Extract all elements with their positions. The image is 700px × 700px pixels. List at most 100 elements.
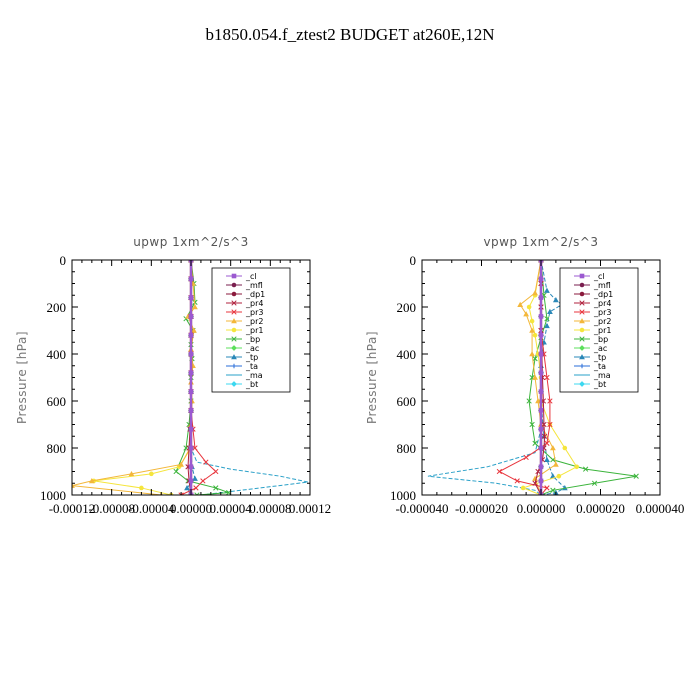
data-point-cl [188,445,194,451]
data-point-pr2 [517,301,524,307]
x-tick-label: -0.00008 [88,501,135,516]
data-point-bp [550,487,556,493]
y-tick-label: 200 [397,300,417,315]
data-point-pr1 [520,485,526,491]
data-point-pr1 [556,473,562,479]
data-point-tp [547,308,553,314]
data-point-cl [188,332,194,338]
legend-label-pr4: _pr4 [593,299,611,308]
panel-title: upwp 1xm^2/s^3 [133,235,249,249]
data-point-pr3 [496,468,503,475]
data-point-bp [532,356,538,362]
main-title: b1850.054.f_ztest2 BUDGET at260E,12N [205,25,494,44]
x-tick-label: 0.000000 [517,501,566,516]
data-point-pr2 [523,311,530,317]
legend-marker-pr4 [231,300,237,306]
y-tick-label: 0 [60,253,67,268]
legend-label-pr2: _pr2 [593,317,611,326]
data-point-cl [538,408,544,413]
data-point-pr3 [200,478,206,484]
data-point-pr1 [532,332,538,338]
x-tick-label: 0.000040 [636,501,685,516]
data-point-tp [192,475,198,481]
series-line-pr2 [519,260,557,495]
data-point-cl [188,389,194,394]
legend: _cl_mfl_dp1_pr4_pr3_pr2_pr1_bp_ac_tp_ta_… [559,267,639,393]
data-point-bp [532,440,538,446]
legend-marker-tp [579,354,585,360]
x-tick-label: 0.00000 [170,501,212,516]
y-tick-label: 1000 [390,488,416,503]
data-point-bp [544,316,550,322]
y-tick-label: 600 [397,394,417,409]
legend-box [211,267,291,393]
data-point-cl [188,464,194,470]
data-point-cl [538,464,544,470]
data-point-tp [552,297,559,303]
data-point-pr2 [192,304,198,310]
y-tick-label: 800 [47,441,67,456]
legend-label-bt: _bt [245,380,258,389]
x-tick-label: 0.000020 [576,501,625,516]
data-point-pr2 [535,398,541,404]
data-point-bp [526,398,532,404]
legend-marker-pr3 [231,309,237,315]
legend-label-bt: _bt [593,380,606,389]
legend-label-ta: _ta [593,362,606,371]
panel-title: vpwp 1xm^2/s^3 [483,235,598,249]
legend-marker-dp1 [231,291,237,297]
data-point-bp [213,485,219,491]
data-point-pr1 [562,445,568,451]
y-axis-label: Pressure [hPa] [15,331,29,424]
panels-group: upwp 1xm^2/s^3 Pressure [hPa] 0 200 400 600 80… [15,235,684,516]
data-point-bp [591,480,598,486]
legend-label-pr1: _pr1 [593,326,611,335]
data-point-pr2 [532,290,538,296]
series-group [427,260,639,495]
data-point-cl [188,426,194,432]
data-point-cl [538,276,544,282]
legend-marker-pr2 [231,318,237,324]
data-point-pr2 [532,374,538,380]
x-tick-label: 0.00004 [210,501,253,516]
data-point-pr2 [178,461,184,467]
data-point-pr1 [149,471,154,477]
data-point-pr1 [574,464,579,470]
legend-marker-bp [579,336,585,342]
data-point-cl [538,295,544,300]
legend-label-ac: _ac [245,344,259,353]
legend-label-ac: _ac [593,344,607,353]
panel-1: upwp 1xm^2/s^3 Pressure [hPa] 0 200 400 600 80… [15,235,331,516]
series-line-pr3 [180,260,217,495]
legend-label-ma: _ma [593,371,611,380]
data-point-cl [538,332,544,338]
data-point-cl [538,370,544,376]
data-point-pr3 [514,478,520,484]
data-point-cl [188,314,194,319]
data-point-cl [538,314,544,319]
data-point-pr3 [544,485,550,491]
y-tick-label: 400 [397,347,417,362]
series-line-pr1 [93,260,192,495]
data-point-cl [188,478,194,484]
legend-marker-ta [579,363,585,369]
legend-marker-mfl [231,282,237,288]
x-tick-label: 0.00012 [289,501,331,516]
legend-marker-pr4 [579,300,585,306]
data-point-tp [544,322,550,329]
legend-label-bp: _bp [593,335,608,344]
data-point-tp [544,456,550,463]
legend-label-ta: _ta [245,362,258,371]
data-point-pr2 [550,445,556,451]
legend-marker-ac [579,345,585,351]
series-line-pr2 [72,260,196,495]
y-tick-label: 800 [397,441,417,456]
legend: _cl_mfl_dp1_pr4_pr3_pr2_pr1_bp_ac_tp_ta_… [211,267,291,393]
data-point-pr2 [191,327,197,333]
series-group [72,260,309,495]
legend-marker-ta [231,363,237,369]
data-point-pr2 [529,327,535,333]
data-point-bp [173,468,179,475]
data-point-cl [538,445,544,451]
data-point-bp [194,492,200,495]
